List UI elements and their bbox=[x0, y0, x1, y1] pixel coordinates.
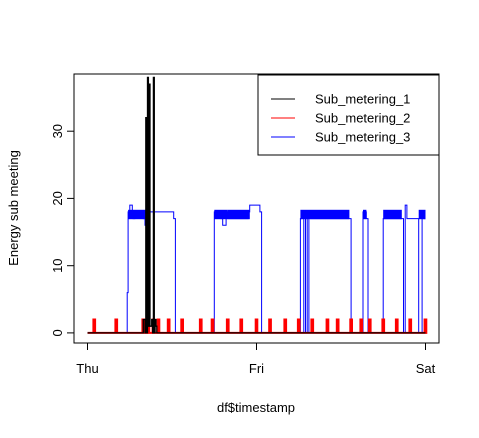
series-band-sub-metering-3 bbox=[300, 209, 350, 220]
y-tick-label: 10 bbox=[50, 258, 65, 272]
legend-label-sub-metering-3: Sub_metering_3 bbox=[315, 130, 410, 145]
y-tick-label: 20 bbox=[50, 191, 65, 205]
legend: Sub_metering_1 Sub_metering_2 Sub_meteri… bbox=[257, 74, 440, 156]
legend-label-sub-metering-2: Sub_metering_2 bbox=[315, 111, 410, 126]
axes-layer: 0 10 20 30 Thu Fri Sat bbox=[50, 124, 436, 376]
series-band-sub-metering-3 bbox=[214, 209, 228, 220]
x-tick-label: Thu bbox=[76, 361, 98, 376]
legend-box bbox=[257, 74, 440, 156]
x-axis-title: df$timestamp bbox=[217, 400, 295, 415]
series-layer bbox=[87, 76, 428, 334]
series-line-sub-metering-1 bbox=[87, 76, 426, 334]
y-tick-label: 0 bbox=[50, 329, 65, 336]
series-band-sub-metering-3 bbox=[418, 209, 426, 220]
x-tick-label: Fri bbox=[249, 361, 264, 376]
series-band-sub-metering-3 bbox=[363, 209, 367, 220]
series-band-sub-metering-3 bbox=[383, 209, 402, 220]
y-tick-label: 30 bbox=[50, 124, 65, 138]
legend-label-sub-metering-1: Sub_metering_1 bbox=[315, 92, 410, 107]
series-band-sub-metering-3 bbox=[128, 209, 147, 220]
y-axis-title: Energy sub meeting bbox=[6, 150, 21, 266]
series-band-sub-metering-3 bbox=[227, 209, 250, 220]
x-tick-label: Sat bbox=[416, 361, 436, 376]
